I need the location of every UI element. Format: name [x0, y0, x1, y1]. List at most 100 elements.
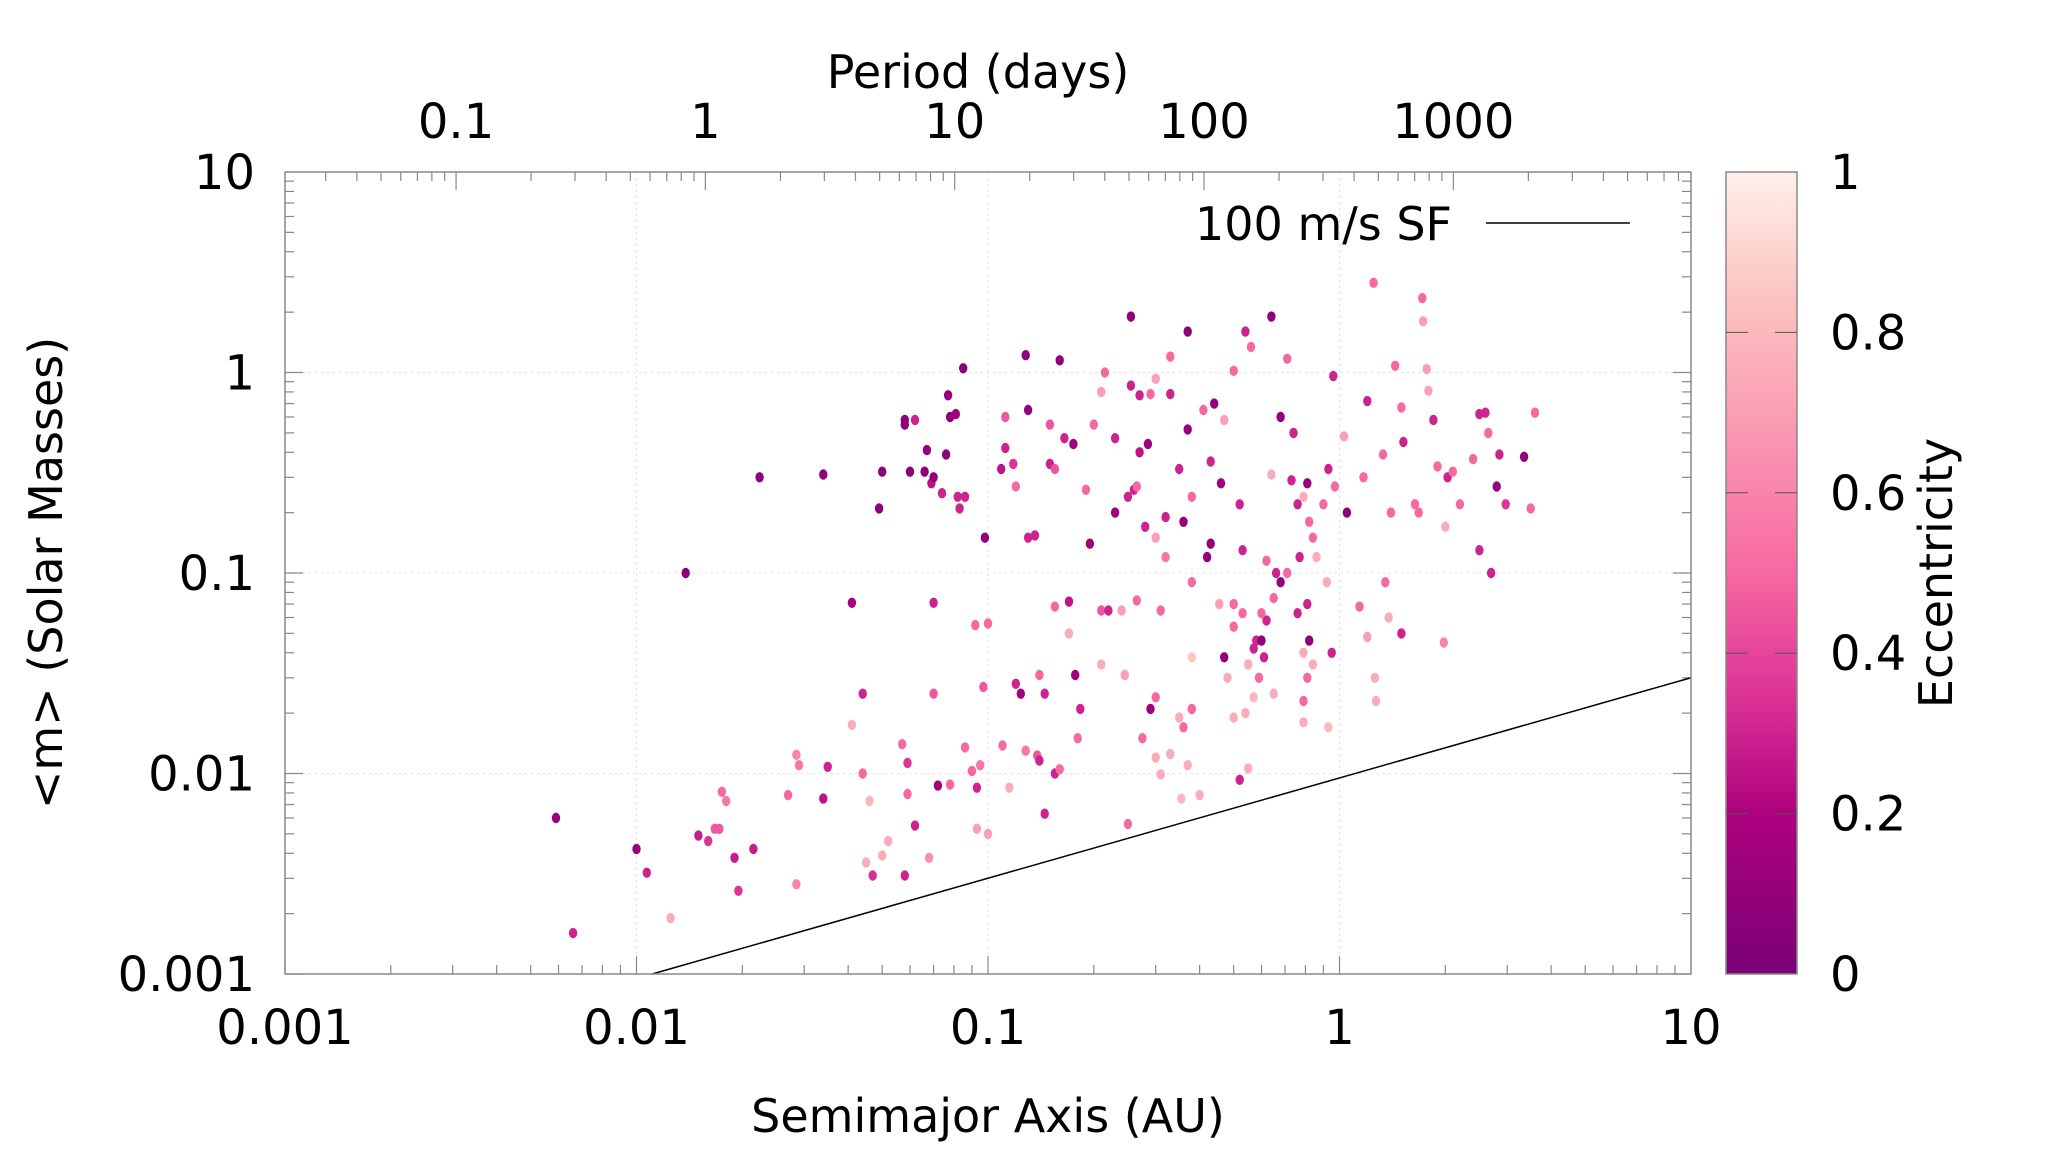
data-point	[755, 472, 764, 483]
data-point	[1175, 463, 1184, 475]
data-point	[1324, 463, 1333, 475]
data-point	[1166, 351, 1175, 362]
data-point	[1371, 695, 1381, 707]
data-point	[1397, 628, 1406, 639]
data-point	[1254, 672, 1264, 683]
data-point	[1397, 402, 1406, 413]
data-point	[1267, 311, 1276, 322]
y-axis-title: <m> (Solar Masses)	[19, 337, 73, 809]
sf-line-layer	[651, 676, 1692, 975]
data-point	[1391, 360, 1400, 371]
data-point	[1322, 577, 1332, 588]
colorbar-tick-label: 0.2	[1830, 787, 1906, 843]
data-point	[1419, 316, 1428, 327]
data-point	[929, 472, 938, 483]
data-point	[1386, 507, 1396, 518]
data-point	[717, 786, 727, 797]
data-point	[1327, 647, 1336, 658]
data-point	[1363, 631, 1372, 643]
data-point	[1414, 507, 1423, 518]
data-point	[1293, 608, 1302, 619]
data-point	[945, 779, 955, 790]
data-point	[1021, 350, 1030, 361]
data-point	[1339, 431, 1349, 442]
data-point	[792, 879, 801, 890]
data-point	[878, 466, 887, 477]
data-point	[976, 760, 985, 771]
data-point	[1384, 612, 1393, 623]
data-point	[1308, 659, 1318, 670]
data-point	[898, 739, 907, 750]
data-point	[819, 793, 828, 804]
data-point	[1381, 577, 1390, 588]
data-point	[1299, 695, 1308, 707]
colorbar-tick-label: 1	[1830, 145, 1861, 201]
data-point	[1030, 530, 1040, 541]
data-point	[929, 688, 938, 699]
data-point	[1229, 598, 1238, 610]
x-tick-label: 0.1	[950, 1000, 1026, 1056]
data-point	[1216, 478, 1226, 489]
data-point	[1295, 551, 1304, 563]
data-point	[1220, 652, 1229, 663]
data-point	[1071, 669, 1080, 681]
grid-lines	[285, 172, 1691, 974]
data-point	[792, 749, 801, 760]
data-point	[1060, 433, 1069, 444]
data-point	[642, 867, 651, 878]
data-point	[1410, 499, 1420, 510]
data-point	[1271, 567, 1281, 579]
data-point	[905, 466, 915, 477]
data-point	[1035, 669, 1044, 681]
data-point	[1069, 438, 1078, 450]
data-point	[1183, 326, 1192, 337]
x2-tick-label: 100	[1158, 94, 1250, 150]
data-point	[1151, 532, 1160, 543]
data-point	[1305, 635, 1314, 646]
data-point	[1312, 551, 1321, 563]
data-point	[980, 532, 990, 543]
data-point	[1187, 652, 1197, 663]
data-point	[734, 885, 743, 896]
data-point	[1262, 555, 1271, 566]
data-point	[910, 820, 920, 831]
data-point	[953, 491, 962, 502]
data-point	[1433, 461, 1442, 472]
data-point	[1210, 398, 1219, 409]
data-point	[1246, 341, 1256, 353]
data-point	[1064, 628, 1074, 639]
data-point	[1501, 499, 1510, 510]
data-point	[1359, 472, 1368, 483]
data-point	[1329, 370, 1338, 382]
data-point	[847, 597, 857, 608]
data-point	[1023, 404, 1033, 416]
data-point	[1097, 605, 1106, 616]
data-point	[1089, 419, 1099, 430]
data-point	[959, 363, 968, 374]
data-point	[1206, 538, 1215, 549]
data-point	[865, 795, 874, 807]
data-point	[937, 488, 947, 499]
data-point	[1055, 355, 1064, 366]
data-point	[1475, 545, 1484, 556]
y-tick-label: 0.01	[148, 747, 255, 803]
data-point	[666, 912, 675, 924]
data-point	[794, 760, 804, 771]
data-point	[1085, 538, 1095, 549]
data-point	[1123, 818, 1133, 830]
data-point	[1001, 411, 1010, 423]
data-point	[1135, 390, 1144, 401]
data-point	[1110, 433, 1120, 444]
data-point	[1287, 475, 1296, 486]
data-point	[858, 768, 867, 779]
x2-tick-label: 1000	[1392, 94, 1514, 150]
data-point	[941, 449, 951, 460]
data-point	[1050, 463, 1060, 475]
data-point	[1206, 456, 1215, 467]
colorbar-gradient	[1725, 171, 1798, 975]
data-point	[1303, 672, 1312, 683]
data-point	[1305, 516, 1314, 527]
data-point	[1097, 386, 1106, 398]
data-point	[979, 681, 988, 693]
data-points	[551, 277, 1540, 939]
